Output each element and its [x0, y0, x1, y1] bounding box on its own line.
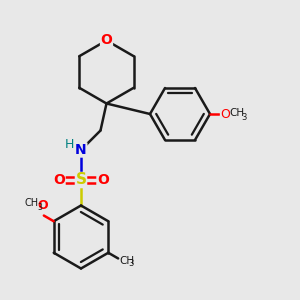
Text: 3: 3 — [242, 112, 247, 122]
Text: 3: 3 — [128, 259, 134, 268]
Text: O: O — [220, 107, 230, 121]
Text: O: O — [37, 199, 48, 212]
Text: S: S — [76, 172, 86, 188]
Text: N: N — [75, 143, 87, 157]
Text: O: O — [100, 34, 112, 47]
Text: CH: CH — [230, 108, 244, 118]
Text: 3: 3 — [37, 203, 42, 212]
Text: O: O — [97, 173, 109, 187]
Text: CH: CH — [24, 198, 38, 208]
Text: H: H — [65, 138, 74, 151]
Text: O: O — [53, 173, 65, 187]
Text: CH: CH — [120, 256, 135, 266]
